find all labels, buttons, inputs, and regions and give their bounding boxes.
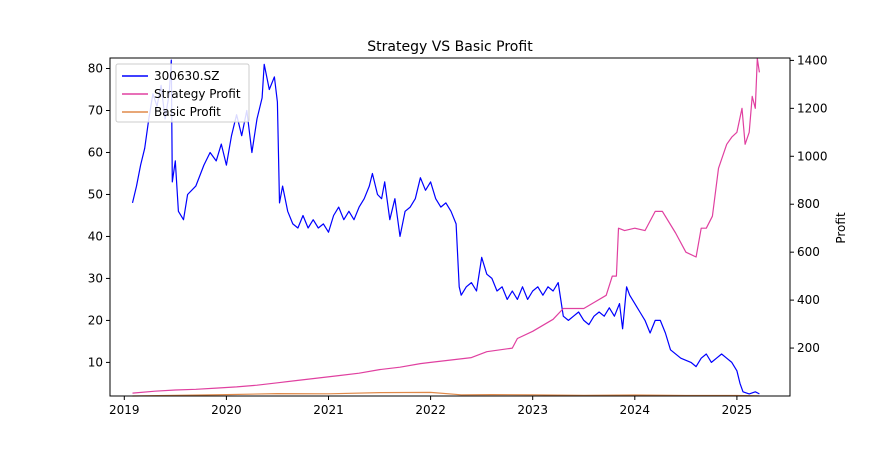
legend: 300630.SZ Strategy Profit Basic Profit — [115, 63, 250, 123]
x-axis: 2019 2020 2021 2022 2023 2024 2025 — [109, 396, 752, 417]
plot-border — [109, 57, 791, 397]
legend-label: Strategy Profit — [154, 87, 241, 101]
legend-label: Basic Profit — [154, 105, 221, 119]
y-right-tick-label: 400 — [797, 293, 820, 307]
y-left-tick-label: 40 — [88, 229, 103, 243]
x-tick-label: 2023 — [517, 403, 548, 417]
y-right-tick-label: 1400 — [797, 53, 828, 67]
y-left-tick-label: 70 — [88, 103, 103, 117]
y-right-tick-label: 1200 — [797, 101, 828, 115]
x-tick-label: 2025 — [722, 403, 753, 417]
y-left-tick-label: 50 — [88, 187, 103, 201]
legend-box — [115, 63, 250, 123]
y-right-tick-label: 1000 — [797, 149, 828, 163]
x-tick-label: 2019 — [109, 403, 140, 417]
x-tick-label: 2020 — [211, 403, 242, 417]
right-axis-label: Profit — [834, 212, 848, 244]
series-layer — [131, 57, 760, 397]
y-axis-left: 10 20 30 40 50 60 70 80 — [88, 61, 110, 369]
x-tick-label: 2022 — [415, 403, 446, 417]
y-right-tick-label: 200 — [797, 341, 820, 355]
chart-title: Strategy VS Basic Profit — [367, 39, 533, 55]
y-left-tick-label: 30 — [88, 271, 103, 285]
series-line-strategy-profit — [132, 57, 760, 394]
series-line-300630 — [131, 59, 760, 395]
y-axis-right: 200 400 600 800 1000 1200 1400 — [790, 53, 828, 355]
series-line-basic-profit — [132, 391, 760, 397]
y-left-tick-label: 10 — [88, 355, 103, 369]
x-tick-label: 2021 — [313, 403, 344, 417]
x-tick-label: 2024 — [620, 403, 651, 417]
y-left-tick-label: 20 — [88, 313, 103, 327]
y-right-tick-label: 600 — [797, 245, 820, 259]
y-right-tick-label: 800 — [797, 197, 820, 211]
y-left-tick-label: 80 — [88, 61, 103, 75]
y-left-tick-label: 60 — [88, 145, 103, 159]
legend-label: 300630.SZ — [154, 69, 219, 83]
